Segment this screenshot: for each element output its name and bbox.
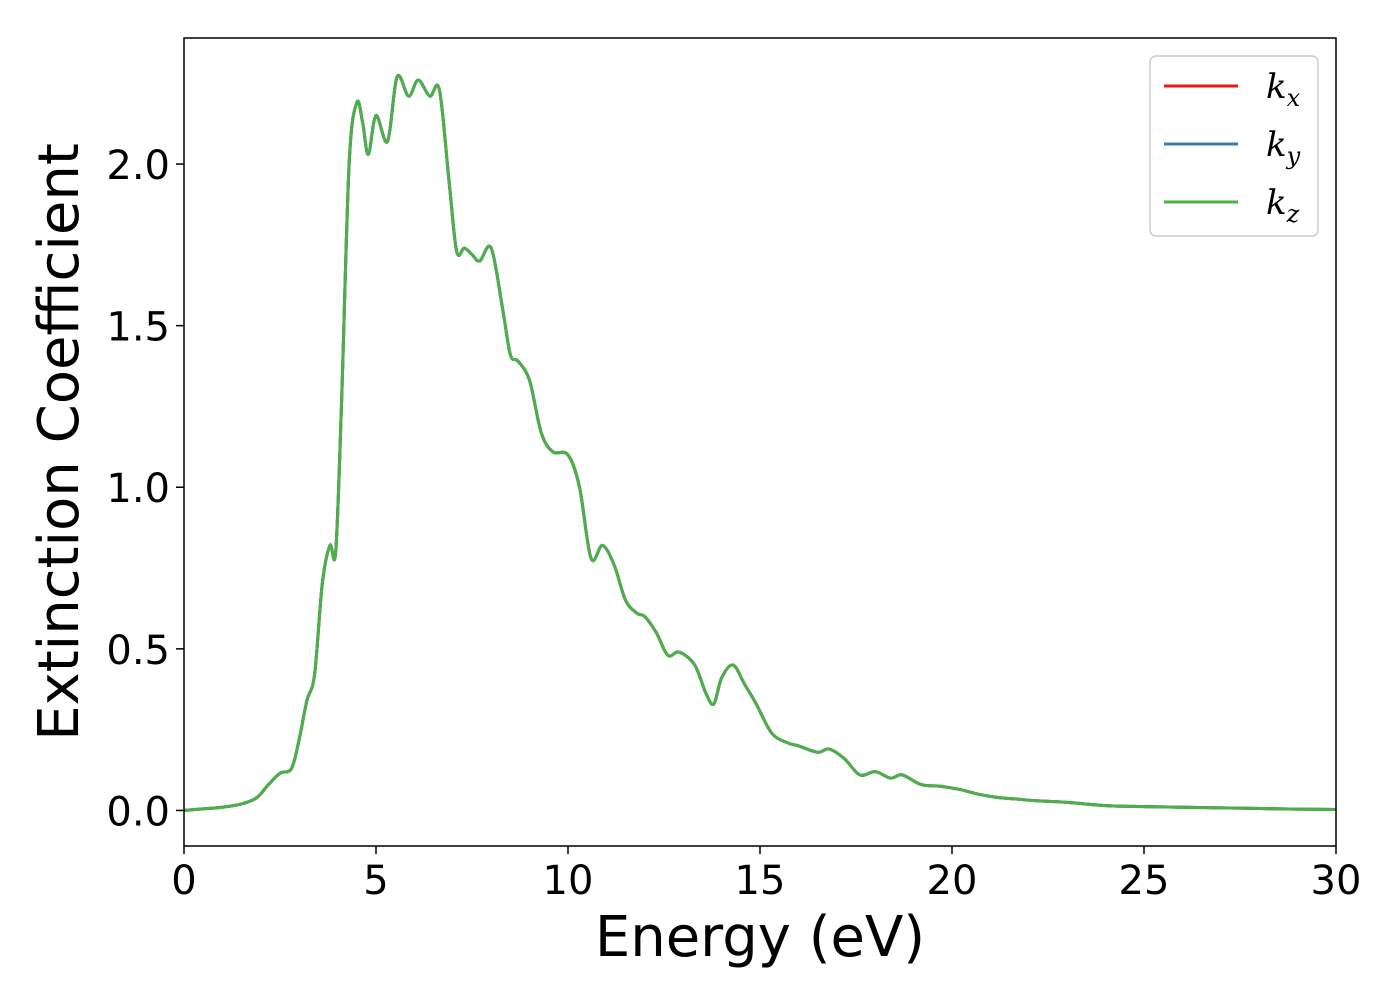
x-tick-label: 0 (171, 858, 196, 904)
legend-box (1149, 55, 1319, 237)
legend-label: kx (1266, 67, 1301, 112)
y-tick-label: 2.0 (106, 143, 170, 189)
x-tick-label: 15 (735, 858, 786, 904)
x-tick-label: 25 (1119, 858, 1170, 904)
y-axis-title: Extinction Coefficient (27, 143, 92, 741)
legend-label-base: k (1266, 183, 1287, 223)
legend-label: ky (1266, 125, 1301, 170)
legend-label-base: k (1266, 125, 1287, 165)
legend-label-subscript: z (1286, 200, 1300, 228)
x-tick-label: 5 (363, 858, 388, 904)
series-line-k-z (183, 73, 1337, 812)
x-axis-title: Energy (eV) (595, 905, 925, 970)
legend-label-subscript: y (1286, 142, 1301, 170)
tick-layer: 0 5 10 15 20 25 30 0.0 0.5 1.0 1.5 2.0 (106, 143, 1361, 904)
x-tick-label: 20 (927, 858, 978, 904)
legend-label: kz (1266, 183, 1300, 228)
x-tick-label: 10 (543, 858, 594, 904)
y-tick-label: 1.0 (106, 466, 170, 512)
legend-label-subscript: x (1287, 84, 1301, 112)
x-tick-label: 30 (1311, 858, 1362, 904)
y-tick-label: 0.5 (106, 628, 170, 674)
y-tick-label: 0.0 (106, 789, 170, 835)
y-tick-label: 1.5 (106, 305, 170, 351)
legend-label-base: k (1266, 67, 1287, 107)
plot-frame (183, 37, 1337, 847)
series-layer (183, 73, 1337, 812)
